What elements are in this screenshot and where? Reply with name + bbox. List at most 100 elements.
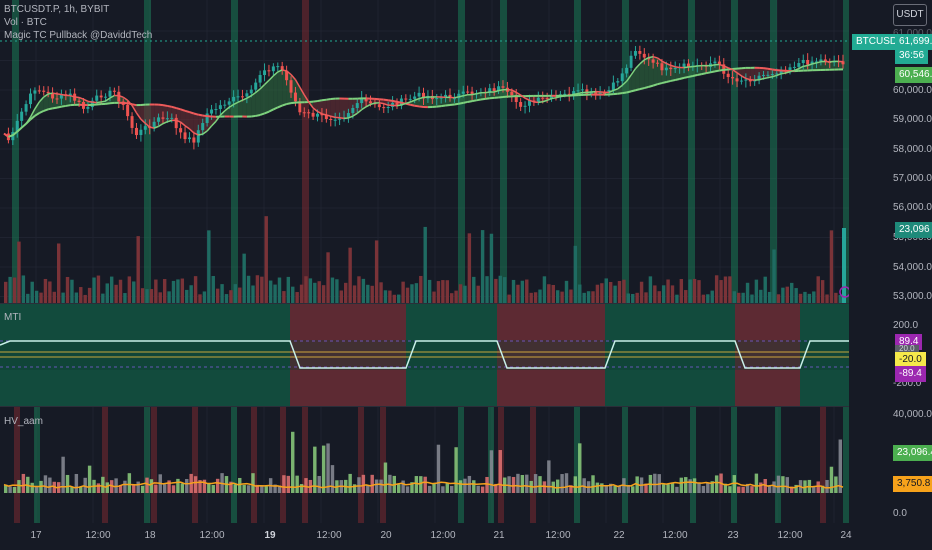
fast-ma (74, 96, 80, 99)
ma-fill (498, 89, 503, 98)
mti-background (800, 304, 849, 406)
volume-bar (291, 286, 295, 303)
slow-ma (683, 75, 689, 79)
candle-body (598, 92, 602, 94)
fast-ma (198, 133, 203, 136)
volume-bar (701, 294, 706, 303)
slow-ma (445, 103, 451, 107)
fast-ma (785, 71, 791, 74)
ma-fill (816, 61, 821, 71)
volume-bar (317, 281, 321, 303)
hv-tick: 40,000.0 (893, 409, 932, 420)
ma-fill (485, 92, 490, 99)
hv-bar (692, 478, 697, 493)
slow-ma (714, 69, 720, 73)
slow-ma (29, 115, 36, 121)
volume-bar (202, 291, 207, 303)
fast-ma (803, 64, 808, 68)
time-label: 12:00 (85, 530, 111, 541)
fast-ma (122, 96, 129, 101)
volume-bar (842, 228, 846, 303)
ma-fill (825, 61, 830, 70)
ma-fill (246, 95, 252, 117)
slow-ma (326, 97, 331, 101)
hv-bar (454, 447, 458, 493)
hv-bar (238, 477, 242, 493)
candle-body (307, 112, 311, 114)
candle-body (651, 59, 655, 63)
volume-bar (229, 290, 233, 303)
volume-bar (405, 287, 410, 303)
volume-bar (807, 293, 812, 303)
candle-body (810, 61, 814, 65)
fast-ma (140, 118, 146, 124)
ma-fill (737, 68, 742, 76)
candle-body (179, 128, 183, 133)
volume-bar (366, 284, 370, 303)
symbol-title: BTCUSDT.P, 1h, BYBIT (4, 4, 110, 15)
hv-bar (167, 480, 171, 493)
candle-body (766, 74, 770, 76)
fast-ma (811, 62, 817, 65)
volume-bar (657, 291, 661, 303)
volume-bar (790, 282, 794, 303)
mti-tick: -200.0 (893, 378, 922, 389)
volume-bar (370, 285, 374, 303)
signal-band (731, 0, 738, 303)
volume-bar (180, 278, 185, 303)
chart-canvas[interactable] (0, 0, 849, 550)
fast-ma (520, 94, 526, 99)
fast-ma (272, 71, 279, 77)
pane-separator[interactable] (0, 406, 849, 407)
volume-bar (149, 289, 154, 303)
volume-bar (140, 288, 145, 303)
hv-signal-band (358, 407, 364, 523)
hv-bar (185, 479, 189, 493)
hv-bar (666, 484, 670, 493)
candle-body (187, 137, 191, 140)
volume-bar (666, 279, 670, 303)
slow-ma (458, 101, 464, 105)
candle-body (386, 106, 390, 108)
candle-body (620, 73, 624, 82)
hv-bar (260, 486, 264, 493)
slow-ma (471, 99, 477, 103)
price-tick: 60,000.0 (893, 85, 932, 96)
ma-fill (330, 98, 336, 118)
pane-separator[interactable] (0, 303, 849, 304)
volume-bar (251, 285, 255, 303)
ma-fill (494, 90, 499, 98)
fast-ma (348, 115, 354, 119)
candle-body (497, 86, 501, 92)
hv-bar (12, 486, 17, 493)
volume-bar (335, 279, 339, 303)
volume-bar (595, 284, 600, 303)
candle-body (806, 59, 810, 65)
ma-fill (299, 87, 305, 103)
fast-ma (153, 125, 159, 129)
volume-bar (401, 281, 405, 303)
hv-bar (379, 479, 383, 493)
fast-ma (807, 63, 813, 67)
candle-body (377, 104, 381, 108)
candle-body (717, 61, 721, 65)
candle-body (457, 93, 461, 99)
volume-indicator-label: Vol · BTC (4, 17, 47, 28)
hv-bar (661, 484, 666, 493)
hv-bar (737, 486, 741, 493)
hv-value-tag: 23,096.4 (893, 445, 932, 461)
volume-bar (427, 279, 432, 303)
volume-bar (39, 292, 43, 303)
volume-bar (600, 283, 604, 303)
ma-fill (644, 57, 649, 89)
volume-bar (675, 294, 679, 303)
hv-bar (246, 485, 251, 493)
ma-fill (820, 61, 826, 70)
fast-ma (326, 114, 331, 117)
currency-button[interactable]: USDT (893, 4, 927, 26)
volume-bar (154, 279, 158, 303)
hv-bar (215, 478, 220, 493)
candle-body (355, 103, 359, 108)
candle-body (42, 90, 46, 92)
volume-bar (127, 276, 132, 303)
